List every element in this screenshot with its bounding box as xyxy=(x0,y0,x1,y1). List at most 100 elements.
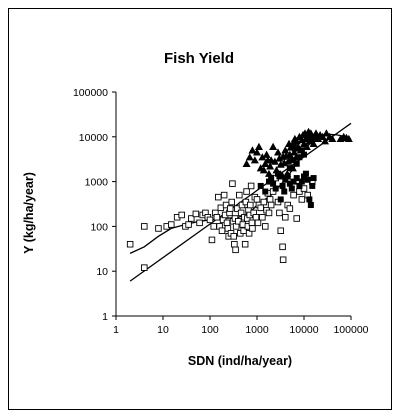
filled-triangle-point xyxy=(283,169,292,177)
open-square-point xyxy=(245,230,253,237)
filled-square-point xyxy=(288,185,295,192)
filled-triangle-point xyxy=(281,146,290,154)
open-square-point xyxy=(277,227,284,234)
filled-triangle-point xyxy=(245,153,254,161)
filled-square-point xyxy=(286,165,293,172)
chart-title: Fish Yield xyxy=(164,50,234,67)
y-tick-label: 1000 xyxy=(85,177,109,189)
filled-triangle-point xyxy=(264,169,273,177)
filled-square-point xyxy=(290,178,297,185)
x-axis-label: SDN (ind/ha/year) xyxy=(188,354,292,368)
filled-square-point xyxy=(270,180,277,187)
filled-square-point xyxy=(279,182,286,189)
open-square-point xyxy=(293,215,300,222)
open-square-point xyxy=(248,219,256,227)
open-square-point xyxy=(232,246,239,254)
filled-triangle-point xyxy=(242,159,251,167)
filled-triangle-point xyxy=(266,162,275,170)
filled-square-point xyxy=(302,170,309,177)
open-square-point xyxy=(141,223,148,230)
open-square-point xyxy=(223,219,231,227)
open-square-point xyxy=(252,214,260,221)
filled-triangle-point xyxy=(254,142,263,150)
open-square-point xyxy=(192,210,200,218)
filled-square-point xyxy=(301,151,307,158)
filled-triangle-point xyxy=(258,153,267,161)
filled-square-point xyxy=(306,196,313,203)
filled-square-point xyxy=(272,185,279,192)
open-square-point xyxy=(247,201,254,209)
open-square-point xyxy=(233,205,241,212)
open-square-point xyxy=(168,221,175,228)
open-square-point xyxy=(282,214,289,221)
plot-axes: 1 10 100 1000 10000 100000 1 10 100 1000 10000 1000… xyxy=(73,87,369,336)
filled-square-point xyxy=(310,175,317,182)
open-square-point xyxy=(208,236,216,244)
open-square-point xyxy=(286,205,294,212)
x-tick-label: 100 xyxy=(201,324,219,336)
filled-triangle-point xyxy=(309,139,318,147)
filled-square-point xyxy=(268,175,275,182)
open-square-point xyxy=(236,191,243,199)
filled-triangle-point xyxy=(344,134,353,143)
open-square-point xyxy=(260,198,268,206)
open-square-point xyxy=(220,191,228,199)
filled-square-point xyxy=(296,182,303,189)
open-square-point xyxy=(267,201,275,209)
filled-square-point xyxy=(257,182,264,189)
filled-triangle-point xyxy=(259,166,268,174)
filled-square-point xyxy=(265,178,272,185)
open-square-point xyxy=(266,196,274,203)
filled-triangle-point xyxy=(311,129,320,137)
open-square-point xyxy=(262,223,269,230)
filled-triangle-point xyxy=(262,150,271,158)
filled-square-point xyxy=(262,188,269,195)
open-square-point xyxy=(253,196,261,203)
filled-square-point xyxy=(296,154,303,161)
filled-square-point xyxy=(281,188,288,195)
open-square-point xyxy=(228,198,235,206)
filled-square-point xyxy=(286,180,293,187)
open-square-point xyxy=(298,196,306,203)
open-square-point xyxy=(279,243,286,251)
filled-square-point xyxy=(293,160,300,167)
x-tick-label: 1000 xyxy=(245,324,269,336)
open-square-point xyxy=(237,209,245,217)
figure-frame: Fish Yield Y (kg/ha/year) SDN (ind/ha/ye… xyxy=(8,8,392,410)
filled-triangle-point xyxy=(306,129,315,137)
filled-triangle-point xyxy=(314,134,323,143)
filled-triangle-point xyxy=(250,156,259,164)
filled-triangle-point xyxy=(269,142,278,150)
open-square-point xyxy=(155,225,162,232)
filled-square-point xyxy=(298,178,305,185)
open-square-point xyxy=(126,240,134,248)
open-square-point xyxy=(217,204,225,212)
filled-square-point xyxy=(304,176,311,183)
filled-square-point xyxy=(307,202,314,209)
y-tick-label: 1 xyxy=(102,311,108,323)
y-tick-label: 10000 xyxy=(79,132,108,144)
filled-triangle-point xyxy=(292,153,301,161)
open-square-point xyxy=(259,214,266,221)
open-square-point xyxy=(215,193,222,201)
filled-triangle-point xyxy=(270,157,279,165)
open-square-point xyxy=(235,218,242,225)
filled-triangle-point xyxy=(272,166,281,174)
filled-triangle-point xyxy=(253,148,261,156)
x-tick-label: 10 xyxy=(157,324,169,336)
filled-triangle-point xyxy=(328,134,337,143)
filled-triangle-point xyxy=(321,137,330,145)
open-square-point xyxy=(230,233,237,240)
open-square-point xyxy=(206,216,214,224)
chart: Fish Yield Y (kg/ha/year) SDN (ind/ha/ye… xyxy=(22,50,369,368)
open-square-point xyxy=(185,221,192,228)
filled-triangle-point xyxy=(274,148,283,156)
x-tick-label: 1 xyxy=(113,324,119,336)
filled-square-point xyxy=(309,182,316,189)
open-square-point xyxy=(265,209,273,217)
y-axis-label: Y (kg/ha/year) xyxy=(22,172,36,254)
filled-square-point xyxy=(277,196,284,203)
x-tick-label: 10000 xyxy=(289,324,318,336)
open-square-point xyxy=(243,188,250,195)
open-square-point xyxy=(231,240,238,248)
